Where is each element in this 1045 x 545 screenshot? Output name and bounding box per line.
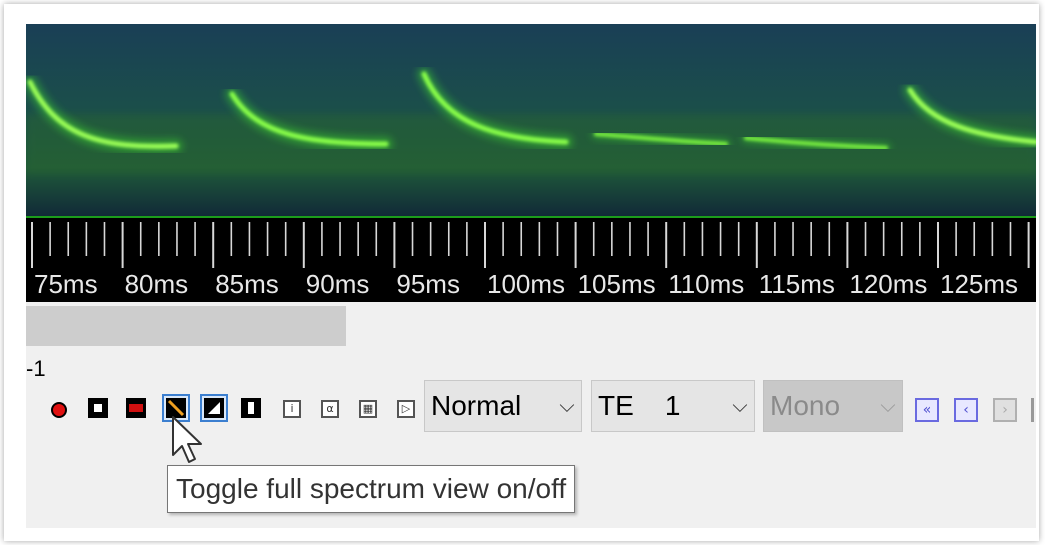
ruler-tick-label: 120ms: [849, 270, 927, 298]
double-chevron-left-icon: «: [923, 402, 932, 418]
channel-label: -1: [26, 356, 46, 382]
ruler-tick-label: 85ms: [215, 270, 279, 298]
info-button[interactable]: i: [280, 397, 304, 421]
alpha-button[interactable]: α: [318, 397, 342, 421]
horizontal-scrollbar-thumb[interactable]: [26, 306, 346, 346]
stop-icon: [88, 398, 108, 418]
ruler-tick-label: 115ms: [759, 270, 835, 298]
mode-select[interactable]: Normal ⌵: [424, 380, 582, 432]
monitor-icon: [126, 398, 146, 418]
ruler-tick-label: 100ms: [487, 270, 565, 298]
chevron-down-icon: ⌵: [726, 395, 754, 418]
play-icon: ▷: [397, 400, 415, 418]
spectrogram-view[interactable]: [26, 24, 1036, 216]
stop-button[interactable]: [86, 396, 110, 420]
te-select-value: TE 1: [592, 390, 726, 422]
ruler-tick-label: 75ms: [34, 270, 98, 298]
play-button[interactable]: ▷: [394, 397, 418, 421]
ruler-tick-label: 105ms: [578, 270, 656, 298]
info-icon: i: [283, 400, 301, 418]
alpha-icon: α: [321, 400, 339, 418]
grid-icon: ▦: [359, 400, 377, 418]
chevron-left-icon: ‹: [963, 402, 969, 418]
ruler-tick-label: 125ms: [940, 270, 1018, 298]
record-button[interactable]: [47, 398, 71, 422]
nav-first-button[interactable]: «: [915, 398, 939, 422]
bar-icon: [241, 398, 261, 418]
grid-button[interactable]: ▦: [356, 397, 380, 421]
chevron-down-icon: ⌵: [874, 395, 902, 418]
nav-prev-button[interactable]: ‹: [954, 398, 978, 422]
toolbar-edge: [1031, 398, 1034, 422]
channel-mode-select[interactable]: Mono ⌵: [763, 380, 903, 432]
bar-button[interactable]: [239, 396, 263, 420]
record-icon: [51, 402, 67, 418]
mode-select-value: Normal: [425, 390, 553, 422]
monitor-button[interactable]: [124, 396, 148, 420]
te-select[interactable]: TE 1 ⌵: [591, 380, 755, 432]
ruler-tick-label: 80ms: [125, 270, 189, 298]
chevron-down-icon: ⌵: [553, 395, 581, 418]
chevron-right-icon: ›: [1002, 402, 1008, 418]
mouse-cursor-icon: [170, 415, 210, 467]
ruler-tick-label: 110ms: [668, 270, 744, 298]
time-ruler[interactable]: 75ms 80ms 85ms 90ms 95ms 100ms 105ms 110ms 115ms…: [26, 216, 1036, 304]
spectrogram-canvas: [26, 24, 1036, 216]
ruler-tick-label: 95ms: [396, 270, 460, 298]
nav-next-button[interactable]: ›: [993, 398, 1017, 422]
tooltip: Toggle full spectrum view on/off: [167, 465, 575, 513]
ruler-tick-label: 90ms: [306, 270, 370, 298]
channel-mode-value: Mono: [764, 390, 874, 422]
